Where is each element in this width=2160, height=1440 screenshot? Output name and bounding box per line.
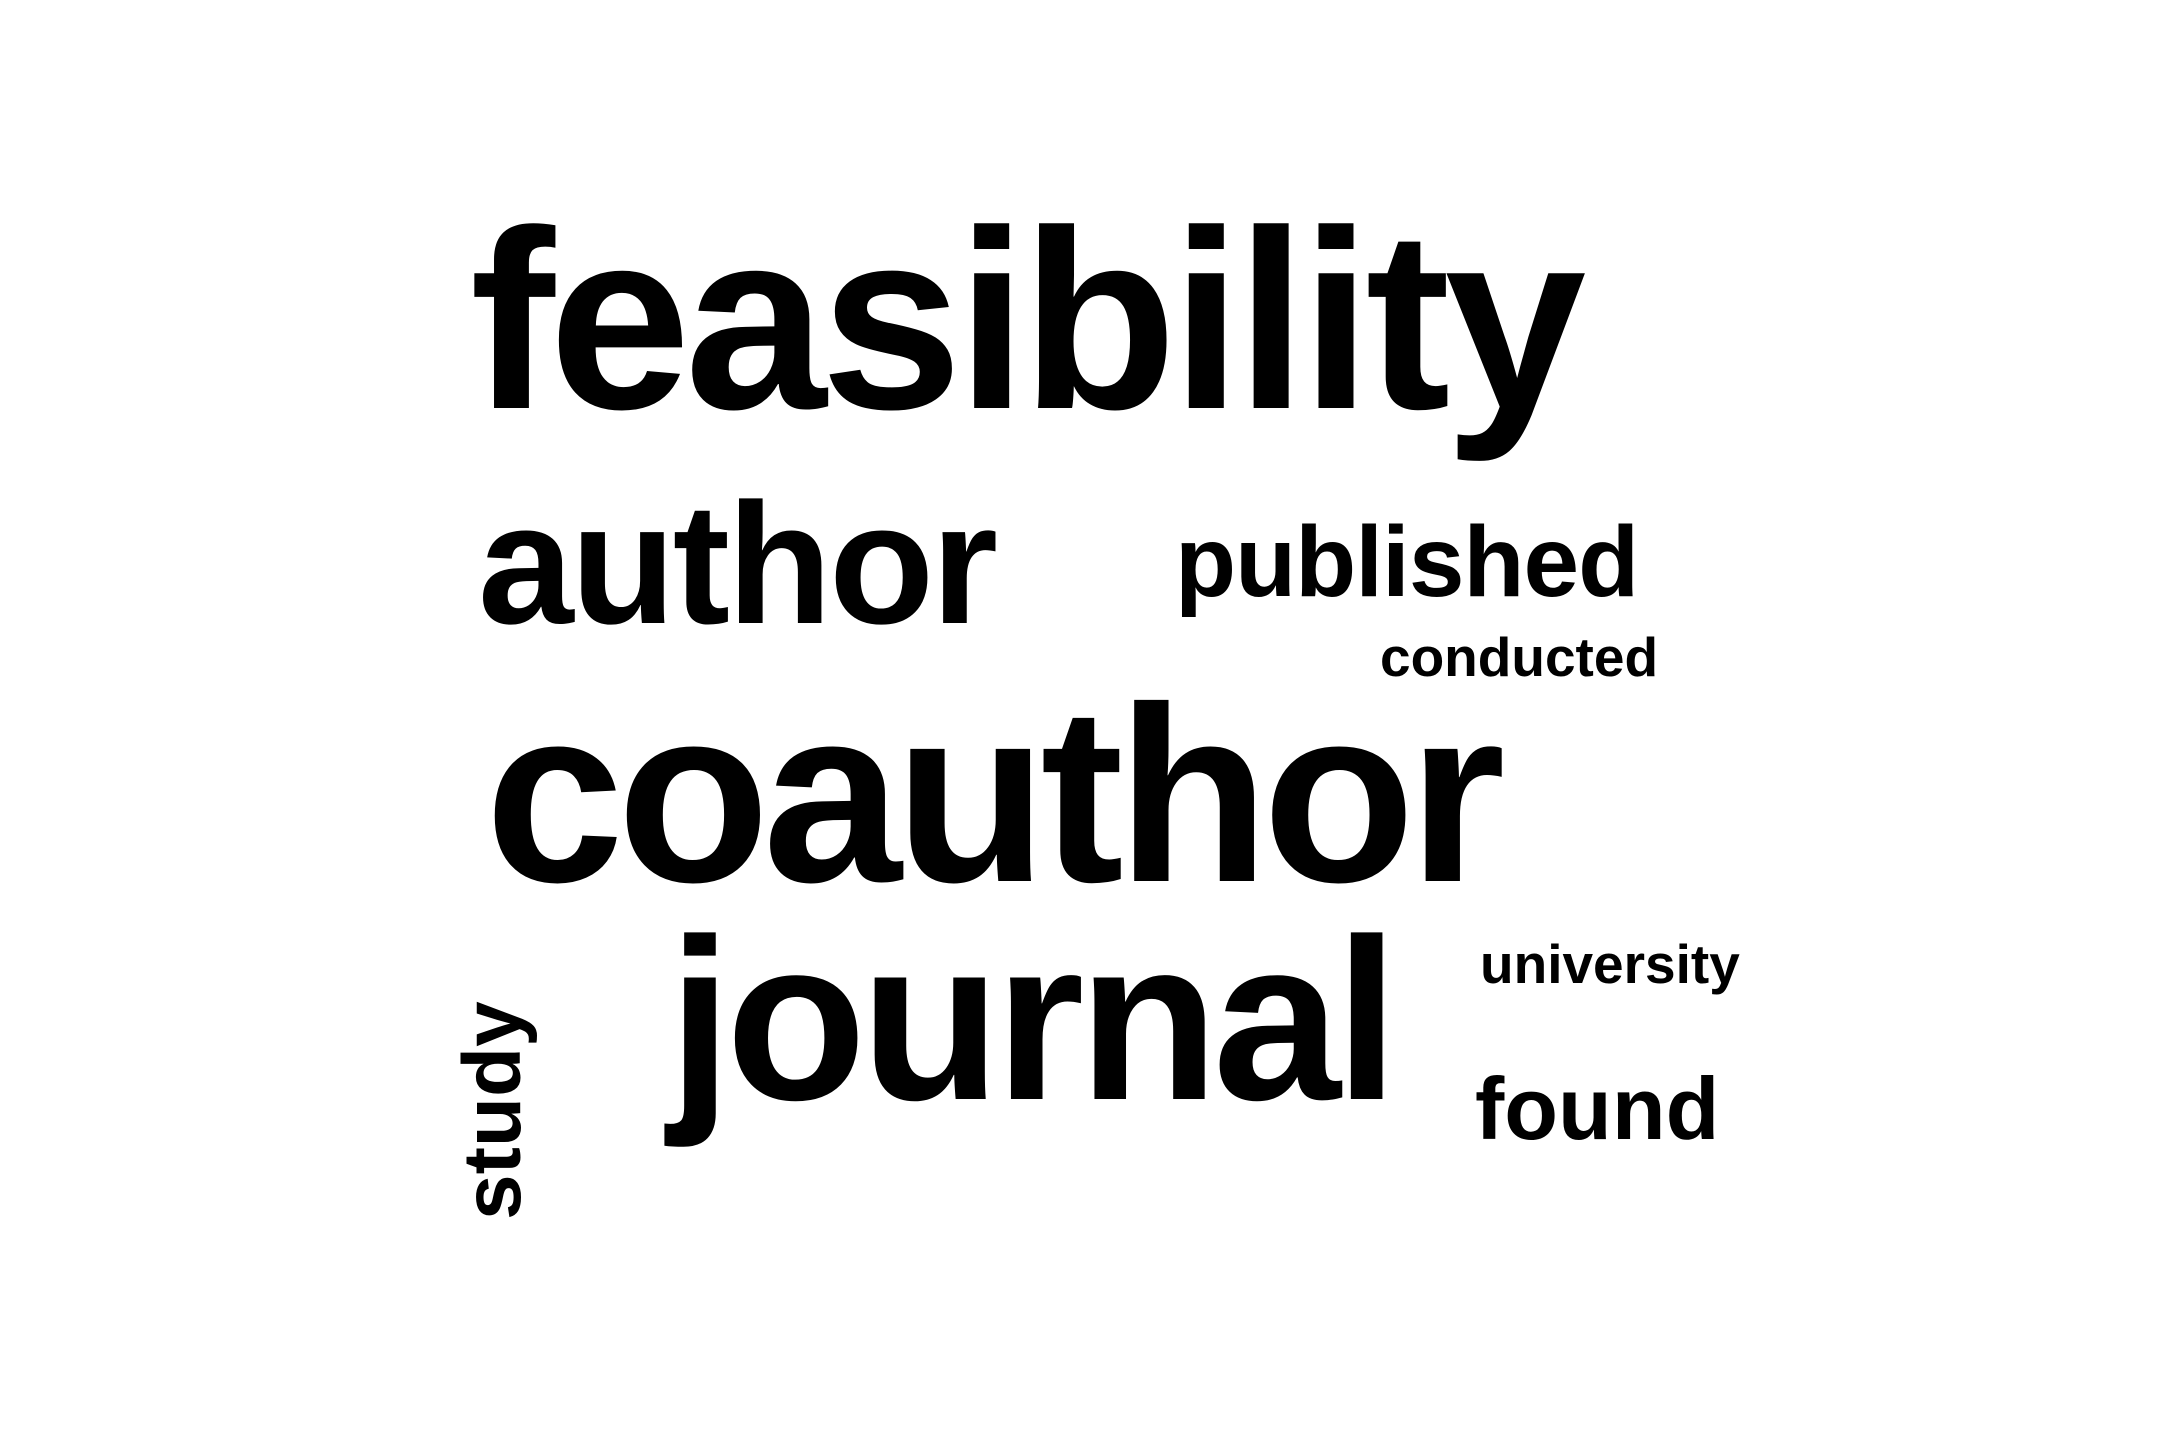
word-journal: journal: [668, 891, 1399, 1148]
word-author: author: [478, 468, 998, 660]
word-published: published: [1175, 506, 1639, 618]
word-study: study: [447, 1001, 538, 1220]
word-feasibility: feasibility: [470, 178, 1586, 463]
word-found: found: [1475, 1059, 1720, 1158]
word-conducted: conducted: [1380, 626, 1659, 688]
word-coauthor: coauthor: [485, 655, 1505, 934]
word-university: university: [1480, 933, 1740, 995]
